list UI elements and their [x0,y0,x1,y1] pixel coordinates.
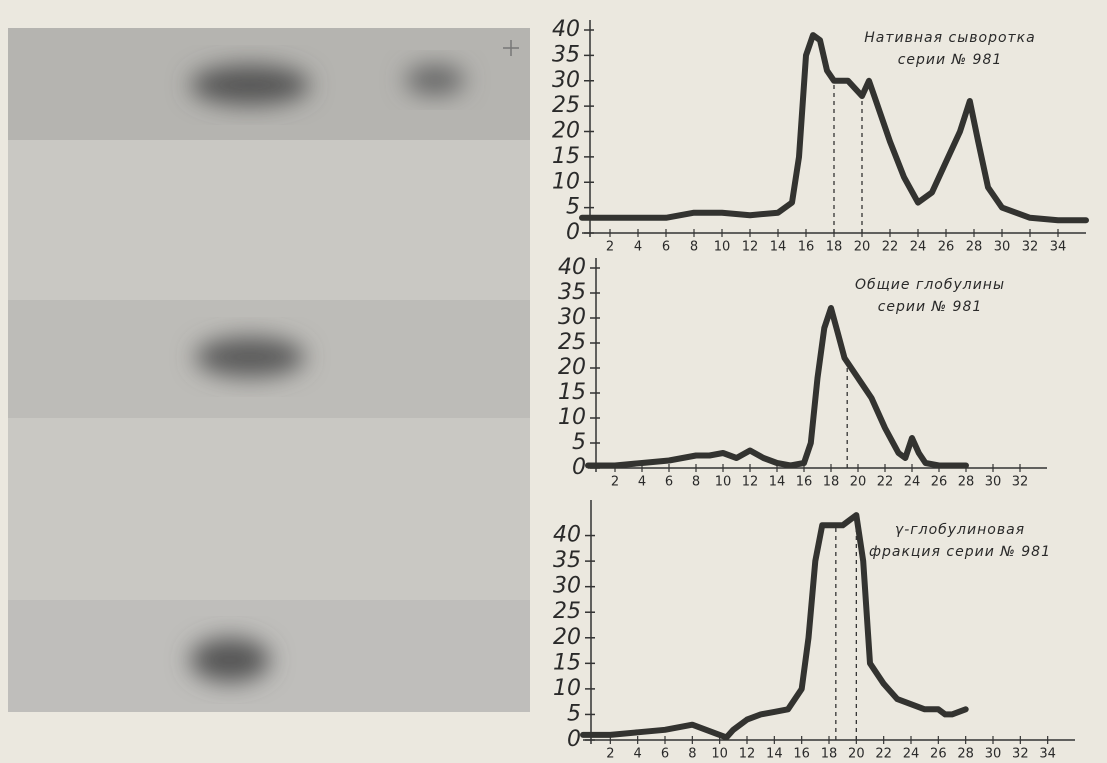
y-tick-label: 5 [567,701,581,726]
y-tick-label: 5 [572,430,586,455]
y-tick-label: 10 [552,169,580,194]
y-tick-label: 15 [558,380,586,405]
y-tick-label: 40 [558,255,586,280]
x-tick-label: 2 [611,475,619,490]
x-tick-label: 34 [1050,240,1067,255]
x-tick-label: 24 [910,240,927,255]
x-tick-label: 18 [823,475,840,490]
y-tick-label: 25 [552,93,580,118]
x-tick-label: 26 [938,240,955,255]
x-tick-label: 6 [665,475,673,490]
chart-subtitle: серии № 981 [878,299,983,315]
y-tick-label: 20 [552,119,580,144]
x-tick-label: 32 [1012,747,1029,762]
x-tick-label: 30 [985,747,1002,762]
x-tick-label: 16 [796,475,813,490]
y-tick-label: 15 [552,144,580,169]
x-tick-label: 28 [958,475,975,490]
x-tick-label: 18 [821,747,838,762]
y-tick-label: 20 [553,625,581,650]
data-line [579,32,1089,224]
x-tick-label: 22 [875,747,892,762]
y-tick-label: 0 [566,220,580,245]
gel-band [190,638,270,682]
y-tick-label: 0 [567,727,581,752]
x-tick-label: 14 [766,747,783,762]
chart-title: Общие глобулины [855,277,1005,293]
chart-subtitle: фракция серии № 981 [869,544,1051,560]
x-tick-label: 10 [714,240,731,255]
y-tick-label: 40 [552,17,580,42]
y-tick-label: 35 [553,548,581,573]
x-tick-label: 10 [711,747,728,762]
x-tick-label: 28 [966,240,983,255]
x-tick-label: 26 [930,747,947,762]
y-tick-label: 25 [558,330,586,355]
x-tick-label: 8 [692,475,700,490]
x-tick-label: 26 [931,475,948,490]
x-tick-label: 32 [1012,475,1029,490]
x-tick-label: 4 [638,475,646,490]
x-tick-label: 24 [904,475,921,490]
y-tick-label: 30 [558,305,586,330]
y-tick-label: 30 [553,574,581,599]
x-tick-label: 22 [877,475,894,490]
gel-band [195,337,305,377]
x-tick-label: 8 [690,240,698,255]
x-tick-label: 4 [634,747,642,762]
chart-title: Нативная сыворотка [864,30,1035,46]
x-tick-label: 28 [957,747,974,762]
y-tick-label: 15 [553,650,581,675]
gel-photo [8,28,530,712]
y-tick-label: 20 [558,355,586,380]
x-tick-label: 30 [985,475,1002,490]
gel-band [405,65,465,95]
x-tick-label: 2 [606,240,614,255]
x-tick-label: 10 [715,475,732,490]
x-tick-label: 16 [798,240,815,255]
x-tick-label: 18 [826,240,843,255]
x-tick-label: 16 [793,747,810,762]
x-tick-label: 6 [662,240,670,255]
data-line [580,512,969,741]
x-tick-label: 20 [848,747,865,762]
x-tick-label: 30 [994,240,1011,255]
y-tick-label: 5 [566,195,580,220]
x-tick-label: 4 [634,240,642,255]
y-tick-label: 35 [552,42,580,67]
chart-title: γ-глобулиновая [895,522,1025,538]
x-tick-label: 14 [769,475,786,490]
y-tick-label: 0 [572,455,586,480]
y-tick-label: 10 [553,676,581,701]
x-tick-label: 12 [742,240,759,255]
x-tick-label: 12 [742,475,759,490]
x-tick-label: 20 [850,475,867,490]
y-tick-label: 35 [558,280,586,305]
x-tick-label: 32 [1022,240,1039,255]
x-tick-label: 12 [739,747,756,762]
x-tick-label: 8 [688,747,696,762]
x-tick-label: 20 [854,240,871,255]
chart-subtitle: серии № 981 [898,52,1003,68]
y-tick-label: 40 [553,523,581,548]
x-tick-label: 6 [661,747,669,762]
x-tick-label: 2 [606,747,614,762]
x-tick-label: 34 [1039,747,1056,762]
data-line [585,305,969,469]
x-tick-label: 14 [770,240,787,255]
gel-band [190,65,310,105]
x-tick-label: 22 [882,240,899,255]
x-tick-label: 24 [903,747,920,762]
y-tick-label: 10 [558,405,586,430]
y-tick-label: 30 [552,68,580,93]
plus-mark [503,40,519,56]
y-tick-label: 25 [553,599,581,624]
